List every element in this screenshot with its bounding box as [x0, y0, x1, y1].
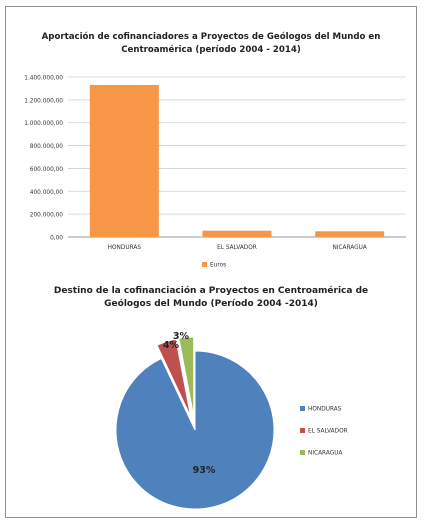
pie-value-label-honduras: 93%: [193, 465, 216, 476]
pie-slice-honduras: [115, 350, 275, 510]
bar-chart-bars: [89, 85, 385, 237]
bar-nicaragua: [315, 231, 385, 237]
pie-legend-swatch-nicaragua: [300, 450, 305, 455]
pie-chart-title-line-1: Destino de la cofinanciación a Proyectos…: [54, 285, 368, 296]
chart-frame: Aportación de cofinanciadores a Proyecto…: [5, 6, 417, 518]
pie-slice-el-salvador: [156, 338, 192, 417]
bar-el-salvador: [202, 230, 272, 237]
charts-canvas: Aportación de cofinanciadores a Proyecto…: [24, 31, 406, 510]
pie-chart-title-line-2: Geólogos del Mundo (Período 2004 -2014): [104, 298, 318, 309]
pie-slice-nicaragua: [178, 336, 195, 417]
bar-y-tick-label: 800.000,00: [30, 144, 64, 150]
bar-x-tick-label: EL SALVADOR: [217, 245, 257, 251]
bar-y-tick-label: 200.000,00: [30, 213, 64, 219]
bar-chart-title-line-1: Aportación de cofinanciadores a Proyecto…: [42, 31, 381, 42]
pie-legend-label-honduras: HONDURAS: [308, 407, 342, 413]
pie-legend-label-nicaragua: NICARAGUA: [308, 451, 342, 457]
pie-legend-label-el-salvador: EL SALVADOR: [308, 429, 348, 435]
bar-honduras: [89, 85, 159, 237]
bar-x-tick-label: NICARAGUA: [332, 245, 366, 251]
pie-chart-value-labels: 93% 4%3%: [163, 331, 216, 476]
bar-chart-legend: Euros: [202, 262, 226, 269]
bar-y-tick-label: 0,00: [50, 236, 63, 242]
bar-y-tick-label: 1.400.000,00: [24, 76, 63, 82]
legend-swatch-euros: [202, 262, 207, 267]
pie-chart-legend: HONDURAS EL SALVADOR NICARAGUA: [300, 406, 348, 457]
bar-y-tick-label: 1.200.000,00: [24, 98, 63, 104]
bar-chart-x-tick-labels: HONDURAS EL SALVADOR NICARAGUA: [108, 245, 367, 251]
legend-label-euros: Euros: [210, 263, 226, 269]
bar-y-tick-label: 400.000,00: [30, 190, 64, 196]
pie-chart-slices: [115, 336, 275, 510]
pie-legend-swatch-honduras: [300, 406, 305, 411]
pie-legend-swatch-el-salvador: [300, 428, 305, 433]
bar-chart-y-tick-labels: 0,00 200.000,00 400.000,00 600.000,00 800.00…: [24, 76, 63, 242]
bar-x-tick-label: HONDURAS: [108, 245, 142, 251]
bar-chart-title-line-2: Centroamérica (período 2004 - 2014): [121, 44, 301, 55]
pie-value-label-nicaragua: 3%: [173, 331, 190, 342]
bar-y-tick-label: 1.000.000,00: [24, 121, 63, 127]
bar-y-tick-label: 600.000,00: [30, 167, 64, 173]
pie-value-label-el-salvador: 4%: [163, 340, 180, 351]
